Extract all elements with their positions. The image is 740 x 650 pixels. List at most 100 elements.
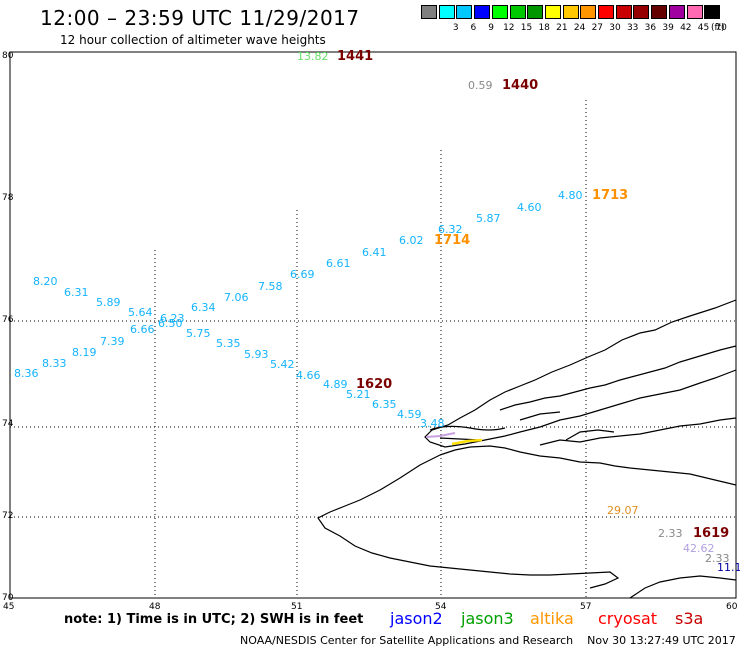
legend-swatch <box>527 5 544 19</box>
longitude-label: 60 <box>726 602 738 612</box>
legend-label: 9 <box>488 23 494 33</box>
pass-time-label: 1713 <box>592 188 628 203</box>
wave-height-value: 8.36 <box>14 367 39 380</box>
legend-label: 24 <box>573 23 586 33</box>
wave-height-value: 5.89 <box>96 296 121 309</box>
credit-text: NOAA/NESDIS Center for Satellite Applica… <box>240 634 574 647</box>
wave-height-value: 6.50 <box>158 317 183 330</box>
wave-height-value: 8.33 <box>42 357 67 370</box>
wave-height-value: 6.41 <box>362 246 387 259</box>
pass-time-label: 1620 <box>356 377 392 392</box>
map-title: 12:00 – 23:59 UTC 11/29/2017 <box>40 6 360 30</box>
wave-height-value: 7.06 <box>224 291 249 304</box>
longitude-labels: 45 48 51 54 57 60 <box>3 602 738 612</box>
pass-time-label: 1440 <box>502 78 538 93</box>
pass-time-label: 1619 <box>693 526 729 541</box>
note-text: note: 1) Time is in UTC; 2) SWH is in fe… <box>64 612 364 627</box>
timestamp: Nov 30 13:27:49 UTC 2017 <box>587 634 736 647</box>
wave-height-observations: 13.82 1441 0.59 1440 4.80 1713 4.60 5.87 6.32 6.0… <box>14 49 740 574</box>
pass-time-label: 1714 <box>434 233 470 248</box>
longitude-label: 48 <box>149 602 161 612</box>
track-segment-lilac <box>425 432 456 438</box>
wave-height-value: 6.69 <box>290 268 315 281</box>
latitude-label: 76 <box>2 315 14 325</box>
wave-height-value: 5.93 <box>244 348 269 361</box>
wave-height-value: 4.66 <box>296 369 321 382</box>
legend-label: 33 <box>626 23 639 33</box>
legend-swatch <box>668 5 685 19</box>
legend-swatch <box>456 5 473 19</box>
legend-swatch <box>491 5 508 19</box>
legend-label: 42 <box>680 23 692 33</box>
legend-swatch <box>598 5 614 19</box>
legend-swatch <box>615 5 632 19</box>
legend-swatch <box>651 5 668 19</box>
wave-height-value: 29.07 <box>607 504 639 517</box>
graticule <box>10 100 736 598</box>
wave-height-value: 7.58 <box>258 280 283 293</box>
legend-label: 39 <box>662 23 674 33</box>
legend-unit: (ft) <box>711 23 725 33</box>
pass-time-label: 1441 <box>337 49 373 64</box>
wave-height-value: 2.33 <box>705 552 730 565</box>
coastline <box>317 299 737 599</box>
wave-height-value: 3.48 <box>420 417 445 430</box>
wave-height-value: 2.33 <box>658 527 683 540</box>
latitude-label: 74 <box>2 419 14 429</box>
legend-label: 12 <box>503 23 515 33</box>
satellite-jason2: jason2 <box>390 609 443 628</box>
satellite-cryosat: cryosat <box>598 609 658 628</box>
legend-label: 36 <box>644 23 657 33</box>
legend-swatch <box>704 5 721 19</box>
legend-label: 70 <box>715 23 727 33</box>
wave-height-value: 5.64 <box>128 306 153 319</box>
island-detail-3 <box>519 411 615 441</box>
wave-height-value: 6.34 <box>191 301 216 314</box>
satellite-s3a: s3a <box>675 609 704 628</box>
wave-height-value: 8.20 <box>33 275 58 288</box>
longitude-label: 45 <box>3 602 14 612</box>
legend-swatch <box>509 5 526 19</box>
wave-height-value: 4.59 <box>397 408 422 421</box>
map-frame <box>9 51 737 599</box>
longitude-label: 51 <box>291 602 302 612</box>
latitude-label: 78 <box>2 193 14 203</box>
track-segment-yellow <box>451 438 483 446</box>
wave-height-value: 5.87 <box>476 212 501 225</box>
legend-label: 15 <box>520 23 533 33</box>
wave-height-value: 11.1 <box>717 561 740 574</box>
legend-swatch <box>544 5 561 19</box>
wave-height-value: 4.89 <box>323 378 348 391</box>
legend-swatch <box>686 5 703 19</box>
credit-line: NOAA/NESDIS Center for Satellite Applica… <box>240 634 736 647</box>
northern-island-coast <box>424 299 737 448</box>
island-detail-2 <box>499 345 737 411</box>
wave-height-value: 6.23 <box>160 312 185 325</box>
wave-height-value: 8.19 <box>72 346 97 359</box>
legend-swatch <box>474 5 491 19</box>
wave-height-value: 6.31 <box>64 286 89 299</box>
legend-label: 21 <box>556 23 568 33</box>
longitude-label: 54 <box>435 602 447 612</box>
mainland-coast <box>629 575 737 599</box>
wave-height-value: 5.42 <box>270 358 295 371</box>
island-detail-1 <box>539 417 737 446</box>
wave-height-value: 6.35 <box>372 398 397 411</box>
wave-height-value: 6.32 <box>438 223 463 236</box>
wave-height-value: 42.62 <box>683 542 715 555</box>
wave-height-value: 6.02 <box>399 234 424 247</box>
latitude-label: 70 <box>2 593 14 603</box>
wave-height-value: 5.35 <box>216 337 241 350</box>
latitude-label: 72 <box>2 511 13 521</box>
southern-island-coast <box>317 445 737 589</box>
wave-height-value: 4.60 <box>517 201 542 214</box>
wave-height-value: 4.80 <box>558 189 583 202</box>
longitude-label: 57 <box>580 602 591 612</box>
legend-label: 3 <box>452 23 459 33</box>
latitude-labels: 80 78 76 74 72 70 <box>2 51 14 603</box>
legend-label: 45 <box>697 23 710 33</box>
legend-swatch <box>438 5 455 19</box>
legend-swatch <box>562 5 579 19</box>
legend-label: 6 <box>470 23 477 33</box>
wave-height-value: 5.75 <box>186 327 211 340</box>
